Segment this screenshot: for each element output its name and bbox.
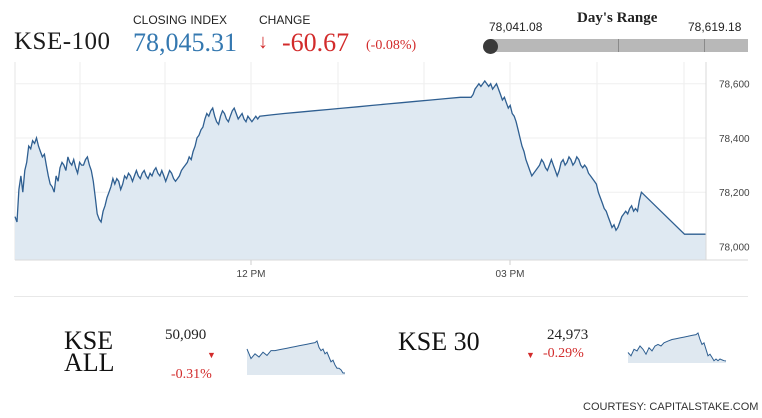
kse-all-sparkline [246, 340, 345, 375]
range-tick [618, 39, 619, 52]
range-tick [704, 39, 705, 52]
x-tick-label: 12 PM [237, 269, 266, 280]
y-tick-label: 78,400 [719, 134, 750, 145]
day-range-high: 78,619.18 [688, 20, 742, 34]
index-title: KSE-100 [14, 28, 111, 55]
kse-30-sparkline [627, 332, 727, 363]
down-arrow-icon: ▼ [526, 350, 535, 360]
day-range-bar [490, 39, 748, 52]
kse-30-name-line1: KSE 30 [398, 327, 480, 356]
chart-line [14, 79, 706, 235]
y-tick-label: 78,200 [719, 188, 750, 199]
sparkline-line [627, 332, 727, 362]
y-tick-label: 78,000 [719, 242, 750, 253]
down-arrow-icon: ↓ [258, 31, 268, 53]
sparkline-line [246, 340, 345, 374]
sparkline-area [247, 341, 345, 375]
closing-index-label: CLOSING INDEX [133, 13, 228, 27]
kse-all-value: 50,090 [165, 327, 207, 343]
chart-axes: 78,000 78,200 78,400 78,600 12 PM 03 PM [15, 62, 750, 280]
courtesy-credit: COURTESY: CAPITALSTAKE.COM [583, 401, 759, 413]
closing-index-value: 78,045.31 [133, 28, 237, 57]
chart-area [15, 81, 706, 260]
day-range-marker [483, 39, 498, 54]
x-tick-label: 03 PM [496, 269, 525, 280]
kse-30-value: 24,973 [547, 327, 589, 343]
change-label: CHANGE [259, 13, 311, 27]
y-tick-label: 78,600 [719, 80, 750, 91]
kse-30-name: KSE 30 [398, 327, 480, 356]
kse-all-name-line2: ALL [64, 348, 115, 378]
kse-all-change: -0.31% [171, 367, 212, 382]
intraday-chart: 78,000 78,200 78,400 78,600 12 PM 03 PM [14, 62, 750, 280]
day-range-title: Day's Range [577, 10, 658, 26]
change-percent: (-0.08%) [366, 38, 417, 53]
change-value: -60.67 [282, 28, 350, 57]
kse-all-name-line1: KSE [64, 326, 114, 355]
kse-all-name: KSE ALL [64, 326, 115, 378]
sparkline-area [628, 333, 726, 363]
day-range-low: 78,041.08 [489, 20, 543, 34]
section-divider [14, 296, 748, 297]
kse-30-change: -0.29% [543, 346, 584, 361]
down-arrow-icon: ▼ [207, 350, 216, 360]
